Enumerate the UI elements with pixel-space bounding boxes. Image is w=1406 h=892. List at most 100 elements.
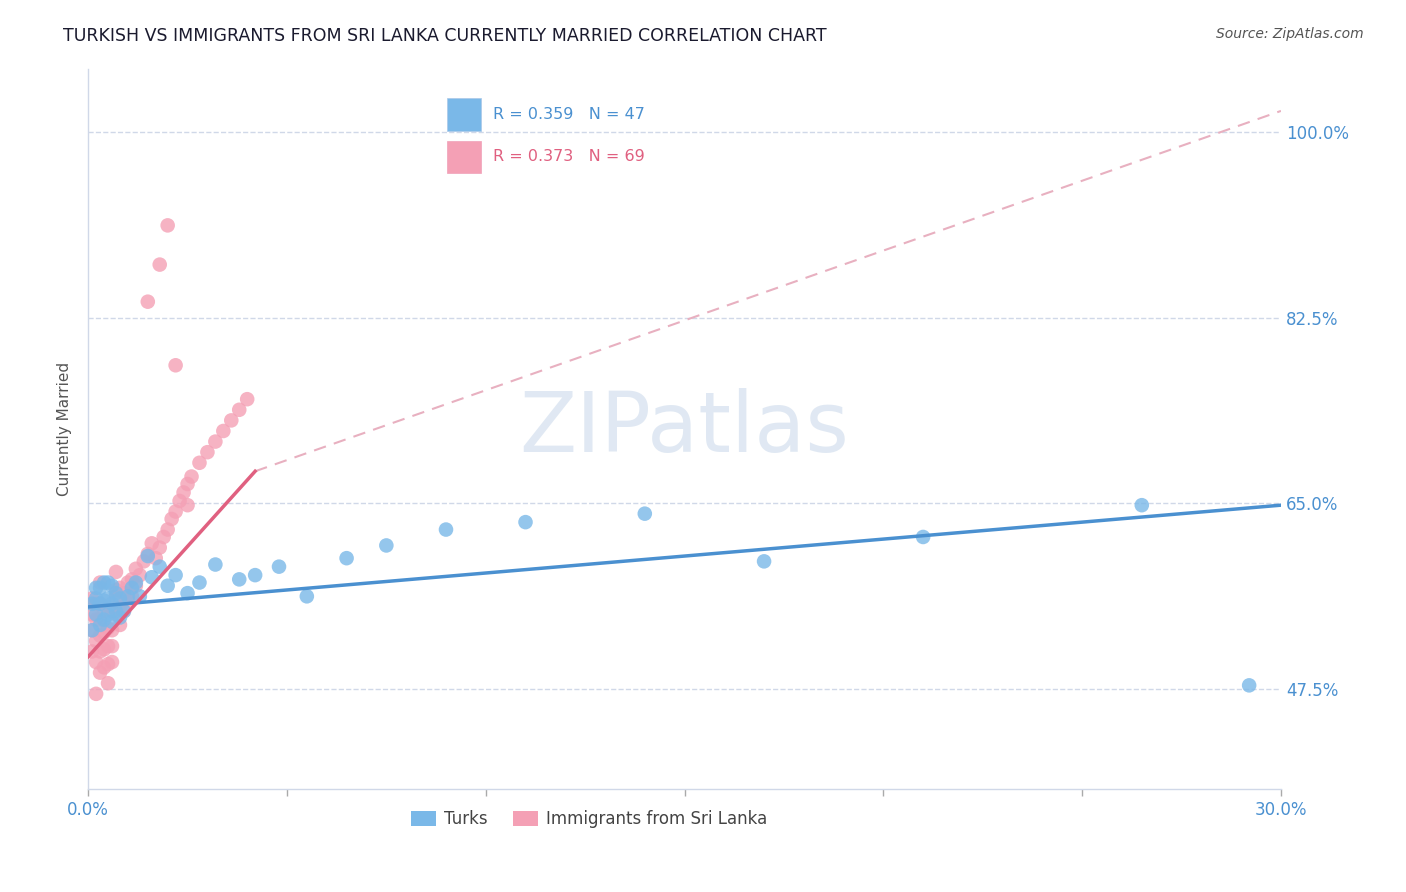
- Point: [176, 477, 198, 491]
- Point: [104, 565, 127, 579]
- Point: [169, 494, 191, 508]
- Point: [93, 604, 115, 618]
- Point: [176, 586, 198, 600]
- Point: [101, 615, 124, 629]
- Point: [752, 554, 775, 568]
- Point: [204, 558, 226, 572]
- Point: [89, 581, 111, 595]
- Point: [145, 551, 167, 566]
- Point: [93, 642, 115, 657]
- Point: [173, 485, 195, 500]
- Point: [84, 597, 107, 611]
- Point: [125, 575, 148, 590]
- Point: [93, 593, 115, 607]
- Point: [434, 523, 457, 537]
- Point: [84, 613, 107, 627]
- Point: [101, 655, 124, 669]
- Point: [93, 613, 115, 627]
- Point: [104, 604, 127, 618]
- Point: [108, 599, 131, 614]
- Point: [197, 445, 219, 459]
- Point: [104, 582, 127, 597]
- Point: [112, 604, 135, 618]
- Point: [104, 607, 127, 622]
- Point: [165, 359, 187, 373]
- Point: [212, 424, 235, 438]
- Point: [176, 498, 198, 512]
- Point: [1130, 498, 1153, 512]
- Point: [104, 590, 127, 604]
- Point: [89, 613, 111, 627]
- Point: [136, 549, 159, 563]
- Point: [108, 610, 131, 624]
- Point: [89, 628, 111, 642]
- Point: [128, 590, 150, 604]
- Point: [165, 504, 187, 518]
- Point: [101, 604, 124, 618]
- Point: [141, 570, 163, 584]
- Point: [84, 633, 107, 648]
- Point: [112, 586, 135, 600]
- Point: [97, 657, 120, 672]
- Point: [912, 530, 935, 544]
- Point: [108, 618, 131, 632]
- Point: [97, 607, 120, 622]
- Point: [152, 530, 174, 544]
- Point: [180, 469, 202, 483]
- Point: [93, 575, 115, 590]
- Point: [243, 568, 266, 582]
- Point: [84, 581, 107, 595]
- Text: Source: ZipAtlas.com: Source: ZipAtlas.com: [1216, 27, 1364, 41]
- Point: [228, 573, 250, 587]
- Point: [125, 562, 148, 576]
- Point: [93, 660, 115, 674]
- Point: [97, 639, 120, 653]
- Text: TURKISH VS IMMIGRANTS FROM SRI LANKA CURRENTLY MARRIED CORRELATION CHART: TURKISH VS IMMIGRANTS FROM SRI LANKA CUR…: [63, 27, 827, 45]
- Point: [82, 607, 104, 622]
- Point: [84, 591, 107, 606]
- Point: [82, 597, 104, 611]
- Point: [375, 538, 398, 552]
- Point: [97, 676, 120, 690]
- Point: [295, 590, 318, 604]
- Point: [117, 590, 139, 604]
- Point: [89, 618, 111, 632]
- Point: [84, 687, 107, 701]
- Point: [117, 575, 139, 590]
- Point: [93, 625, 115, 640]
- Point: [634, 507, 657, 521]
- Text: ZIPatlas: ZIPatlas: [520, 388, 849, 469]
- Point: [82, 624, 104, 638]
- Point: [97, 621, 120, 635]
- Point: [108, 591, 131, 606]
- Point: [101, 624, 124, 638]
- Point: [156, 219, 179, 233]
- Point: [89, 665, 111, 680]
- Point: [160, 512, 183, 526]
- Point: [101, 597, 124, 611]
- Point: [156, 579, 179, 593]
- Point: [84, 607, 107, 622]
- Point: [204, 434, 226, 449]
- Point: [228, 402, 250, 417]
- Point: [121, 590, 143, 604]
- Point: [89, 597, 111, 611]
- Point: [149, 559, 172, 574]
- Point: [82, 591, 104, 606]
- Point: [108, 581, 131, 595]
- Point: [89, 597, 111, 611]
- Point: [136, 547, 159, 561]
- Point: [104, 586, 127, 600]
- Point: [82, 624, 104, 638]
- Y-axis label: Currently Married: Currently Married: [58, 362, 72, 496]
- Point: [101, 639, 124, 653]
- Point: [128, 568, 150, 582]
- Point: [188, 456, 211, 470]
- Point: [97, 575, 120, 590]
- Point: [236, 392, 259, 407]
- Point: [267, 559, 290, 574]
- Point: [336, 551, 359, 566]
- Point: [117, 593, 139, 607]
- Point: [125, 579, 148, 593]
- Point: [165, 568, 187, 582]
